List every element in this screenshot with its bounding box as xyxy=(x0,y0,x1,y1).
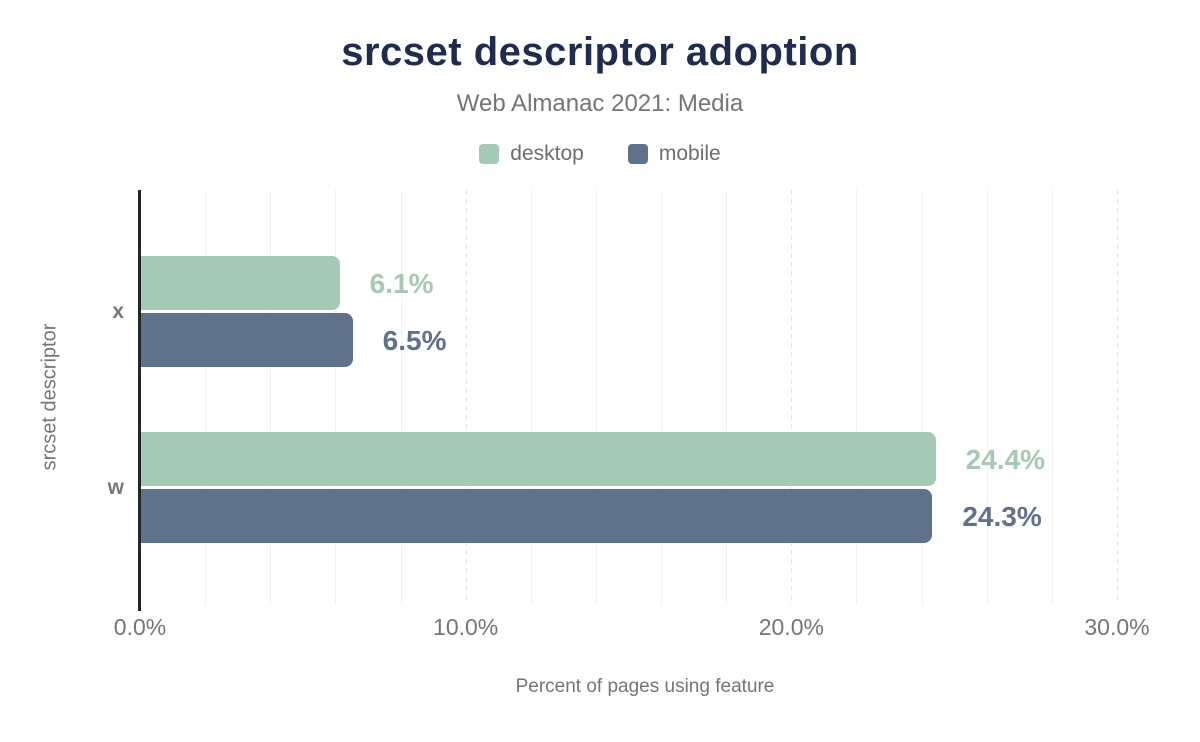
gridline-minor xyxy=(270,190,272,605)
legend-item-mobile[interactable]: mobile xyxy=(627,142,721,166)
legend-swatch-desktop xyxy=(479,144,500,164)
chart-subtitle: Web Almanac 2021: Media xyxy=(456,90,744,117)
gridline-minor xyxy=(661,190,663,605)
category-label-x: x xyxy=(112,299,124,323)
bar-mobile-w[interactable] xyxy=(141,489,933,543)
value-label-mobile-w: 24.3% xyxy=(962,501,1042,532)
legend-swatch-mobile xyxy=(627,144,648,164)
gridline-minor xyxy=(856,190,858,605)
x-tick-label-0.0%: 0.0% xyxy=(113,614,167,640)
value-label-mobile-x: 6.5% xyxy=(382,325,447,356)
legend-item-desktop[interactable]: desktop xyxy=(479,142,584,166)
x-tick-label-30.0%: 30.0% xyxy=(1084,614,1150,640)
gridline-minor xyxy=(205,190,207,605)
bar-desktop-x[interactable] xyxy=(141,256,340,310)
chart-title: srcset descriptor adoption xyxy=(341,30,859,74)
bar-desktop-w[interactable] xyxy=(141,432,936,486)
value-label-desktop-x: 6.1% xyxy=(369,268,434,299)
legend: desktop mobile xyxy=(0,142,1200,166)
x-tick-label-10.0%: 10.0% xyxy=(433,614,499,640)
gridline-minor xyxy=(921,190,923,605)
gridline-minor xyxy=(595,190,597,605)
legend-label-desktop: desktop xyxy=(510,142,584,165)
plot-area: 6.1% 6.5% x 24.4% 24.3% w 0.0% 10.0% 20.0% 30.0% xyxy=(108,190,1150,640)
gridline-minor xyxy=(530,190,532,605)
gridline-major xyxy=(1117,190,1118,605)
x-axis-title: Percent of pages using feature xyxy=(515,676,775,697)
gridline-major xyxy=(791,190,793,605)
bar-mobile-x[interactable] xyxy=(141,313,353,367)
gridline-minor xyxy=(1051,190,1053,605)
gridline-minor xyxy=(335,190,337,605)
gridline-minor xyxy=(400,190,402,605)
gridline-major xyxy=(465,190,467,605)
value-label-desktop-w: 24.4% xyxy=(965,444,1046,475)
category-label-w: w xyxy=(107,475,124,499)
gridline-minor xyxy=(726,190,728,605)
legend-label-mobile: mobile xyxy=(658,142,721,165)
x-tick-label-20.0%: 20.0% xyxy=(758,614,824,640)
gridline-minor xyxy=(986,190,988,605)
y-axis-line xyxy=(138,190,141,611)
